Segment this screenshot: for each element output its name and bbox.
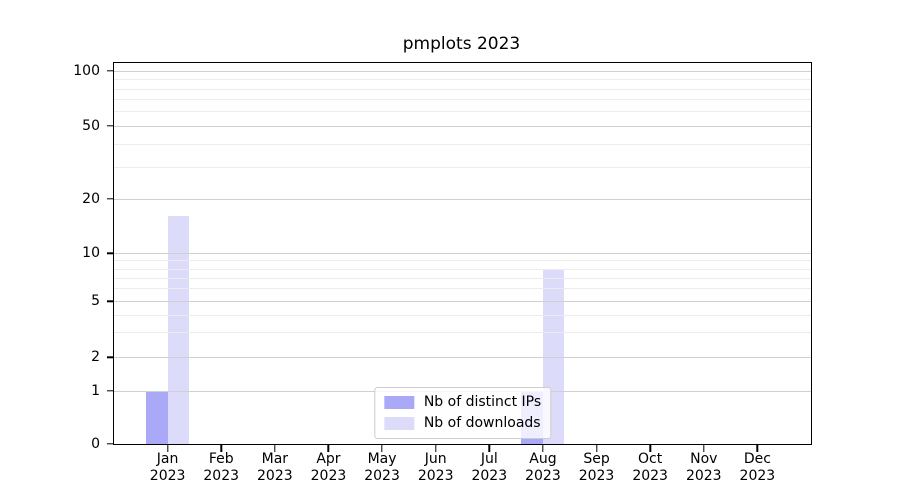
y-tick-mark: [107, 443, 113, 445]
y-tick-mark: [107, 300, 113, 302]
y-tick-label: 50: [82, 117, 100, 134]
minor-gridline: [114, 268, 811, 270]
minor-gridline: [114, 332, 811, 334]
minor-gridline: [114, 111, 811, 113]
legend-swatch-downloads-icon: [383, 417, 414, 430]
x-tick-mark: [381, 445, 383, 452]
minor-gridline: [114, 88, 811, 90]
major-gridline: [114, 301, 811, 303]
y-tick-label: 100: [73, 63, 100, 79]
y-tick-mark: [107, 70, 113, 72]
x-tick-mark: [274, 445, 276, 452]
major-gridline: [114, 253, 811, 255]
legend-label-distinct-ips: Nb of distinct IPs: [423, 394, 542, 410]
minor-gridline: [114, 79, 811, 81]
y-tick-label: 1: [91, 383, 100, 400]
y-tick-mark: [107, 252, 113, 254]
x-tick-mark: [542, 445, 544, 452]
legend-label-downloads: Nb of downloads: [423, 415, 541, 431]
x-tick-label-apr: Apr 2023: [310, 451, 347, 484]
gridlines-layer: [114, 63, 811, 444]
x-tick-mark: [166, 445, 169, 452]
minor-gridline: [114, 288, 811, 290]
minor-gridline: [114, 277, 811, 279]
x-tick-mark: [649, 445, 651, 452]
x-tick-label-may: May 2023: [364, 451, 400, 484]
minor-gridline: [114, 260, 811, 262]
major-gridline: [114, 199, 811, 201]
x-tick-label-jul: Jul 2023: [471, 451, 508, 484]
y-tick-mark: [107, 390, 113, 392]
y-tick-label: 5: [91, 293, 100, 310]
minor-gridline: [114, 99, 811, 101]
x-tick-mark: [703, 445, 705, 452]
x-tick-mark: [327, 445, 330, 452]
minor-gridline: [114, 314, 811, 316]
bar-downloads-jan: [167, 216, 190, 444]
plot-area: 0 1 2 5 10 20 50 100 Jan 2023 Feb 2023 Mar 2023 Apr…: [73, 62, 812, 484]
legend-swatch-distinct-ips-icon: [383, 396, 414, 409]
y-tick-label: 0: [91, 436, 100, 452]
x-tick-mark: [595, 445, 598, 452]
y-tick-mark: [107, 198, 113, 200]
major-gridline: [114, 71, 811, 72]
x-tick-mark: [434, 445, 437, 452]
x-tick-label-mar: Mar 2023: [257, 451, 293, 484]
x-tick-label-jun: Jun 2023: [417, 451, 454, 484]
y-tick-label: 2: [91, 349, 100, 366]
x-tick-label-dec: Dec 2023: [739, 451, 776, 484]
x-tick-label-aug: Aug 2023: [525, 451, 561, 484]
x-tick-label-jan: Jan 2023: [149, 451, 186, 484]
legend: Nb of distinct IPs Nb of downloads: [373, 387, 552, 439]
legend-item-distinct-ips: Nb of distinct IPs: [383, 394, 542, 410]
x-tick-label-nov: Nov 2023: [685, 451, 722, 484]
major-gridline: [114, 125, 811, 127]
x-tick-mark: [488, 445, 490, 452]
y-tick-label: 10: [82, 245, 100, 262]
y-tick-mark: [107, 356, 113, 358]
x-tick-label-sep: Sep 2023: [578, 451, 615, 484]
y-tick-mark: [107, 125, 113, 127]
minor-gridline: [114, 166, 811, 168]
axis-ticks-layer: 0 1 2 5 10 20 50 100 Jan 2023 Feb 2023 Mar 2023 Apr…: [73, 63, 811, 484]
x-tick-mark: [220, 445, 222, 452]
legend-item-downloads: Nb of downloads: [383, 415, 541, 431]
minor-gridline: [114, 143, 811, 145]
x-tick-label-feb: Feb 2023: [203, 451, 240, 484]
y-tick-label: 20: [82, 191, 100, 208]
major-gridline: [114, 357, 811, 359]
x-tick-mark: [756, 445, 759, 452]
bar-distinct-ips-jan: [146, 391, 168, 444]
x-tick-label-oct: Oct 2023: [632, 451, 668, 484]
chart-title: pmplots 2023: [402, 34, 521, 54]
